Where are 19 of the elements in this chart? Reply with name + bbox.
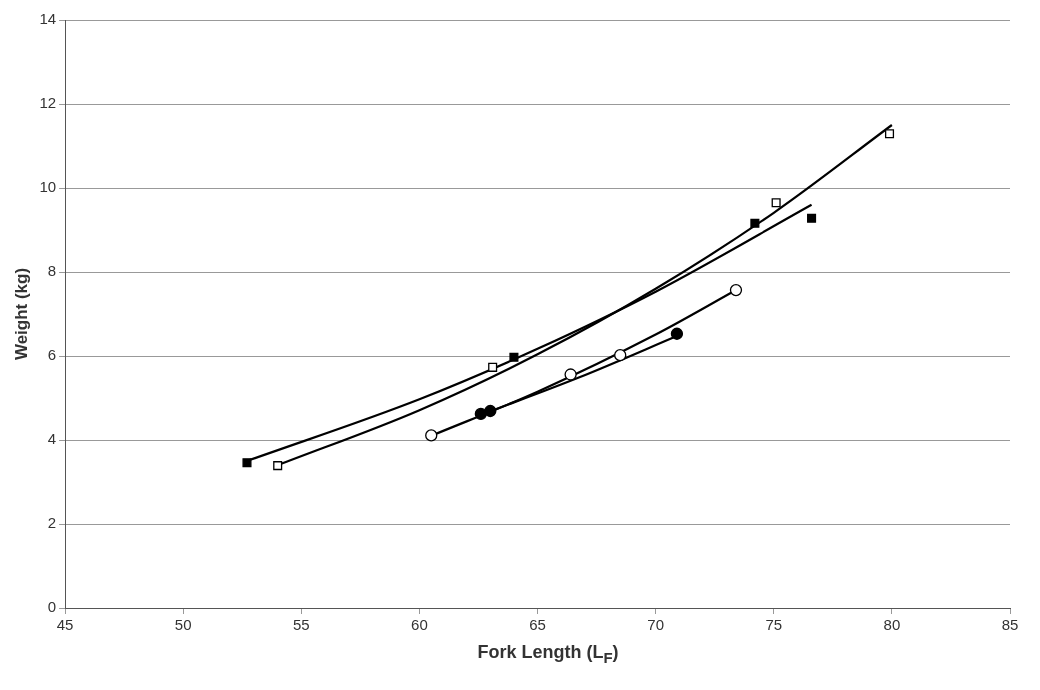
x-axis-title: Fork Length (L$_{F}$) — [476, 642, 620, 666]
x-tick-label: 80 — [883, 616, 901, 634]
x-tick-label: 50 — [174, 616, 192, 634]
y-tick-label: 14 — [39, 10, 57, 28]
x-tick-label: 75 — [765, 616, 783, 634]
x-tick-label: 55 — [292, 616, 310, 634]
x-tick-label: 60 — [411, 616, 428, 634]
y-tick-label: 10 — [39, 178, 57, 196]
y-tick-label: 4 — [47, 430, 57, 448]
y-tick-label: 8 — [47, 262, 57, 280]
y-tick-label: 6 — [47, 346, 57, 364]
y-tick-label: 12 — [39, 94, 57, 112]
x-tick-label: 45 — [56, 616, 74, 634]
x-tick-label: 65 — [529, 616, 546, 634]
y-axis-title: Weight (kg) — [11, 267, 31, 361]
y-tick-label: 0 — [47, 598, 57, 616]
x-tick-label: 70 — [647, 616, 664, 634]
y-tick-label: 2 — [47, 514, 57, 532]
x-tick-label: 85 — [1001, 616, 1019, 634]
